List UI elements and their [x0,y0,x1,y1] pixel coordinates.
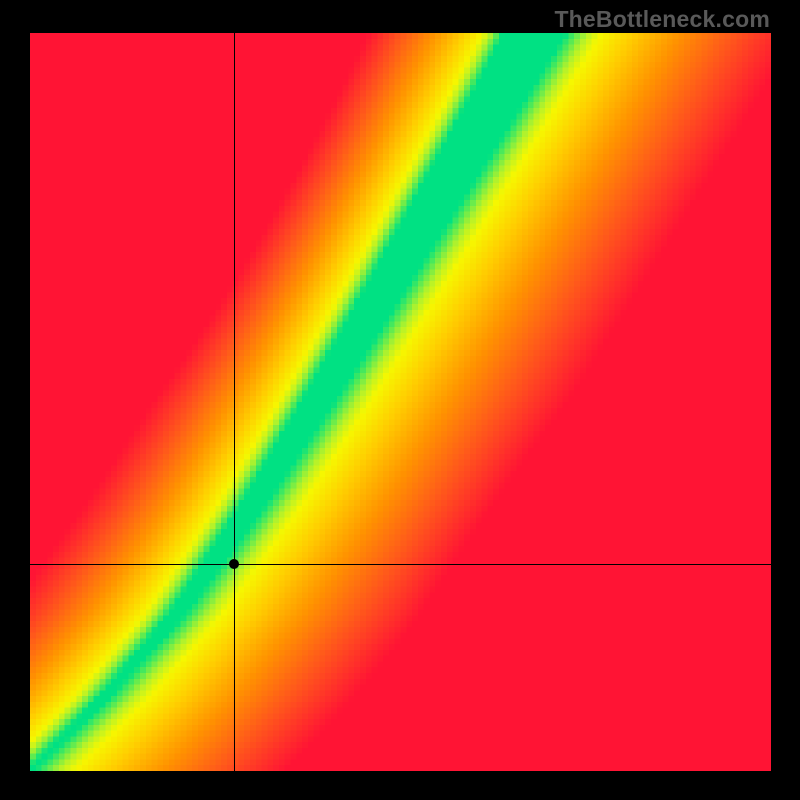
chart-container: TheBottleneck.com [0,0,800,800]
crosshair-horizontal [30,564,771,565]
crosshair-vertical [234,33,235,771]
data-point-marker [229,559,239,569]
watermark-label: TheBottleneck.com [554,6,770,33]
heatmap-canvas [30,33,771,771]
